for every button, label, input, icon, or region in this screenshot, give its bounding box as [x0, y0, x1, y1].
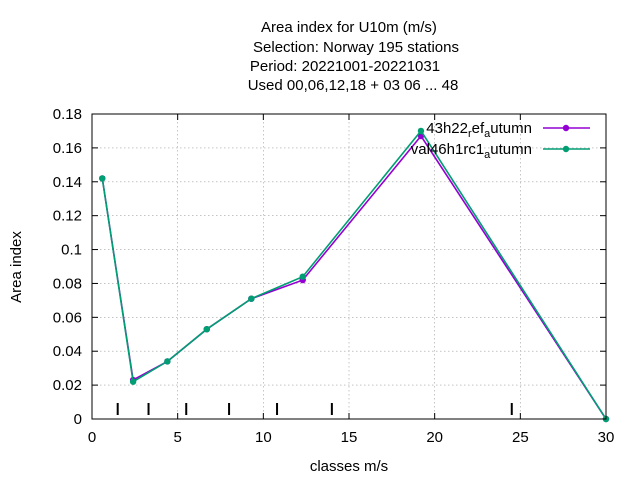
axis-ticks: 0 0.02 0.04 0.06 0.08 0.1 0.12 0.14 0.16 0.18 0 5 10… — [53, 106, 615, 446]
legend-marker-2 — [562, 145, 570, 153]
grid — [92, 114, 606, 419]
y-tick-label: 0.04 — [53, 343, 82, 360]
y-tick-label: 0.02 — [53, 377, 82, 394]
data-point — [129, 378, 137, 385]
data-point — [203, 325, 210, 333]
y-tick-label: 0 — [74, 411, 82, 428]
data-point — [248, 295, 255, 302]
data-point — [417, 127, 425, 135]
title-line-2: Selection: Norway 195 stations — [253, 39, 459, 56]
legend-label-1: 43h22refautumn — [426, 120, 532, 140]
data-point — [164, 358, 171, 365]
title-line-4: Used 00,06,12,18 + 03 06 ... 48 — [248, 77, 459, 94]
x-axis-label: classes m/s — [310, 458, 388, 475]
data-point — [99, 175, 106, 182]
y-tick-label: 0.06 — [53, 309, 82, 326]
plot-frame — [91, 113, 607, 420]
title-line-3: Period: 20221001-20221031 — [250, 58, 440, 75]
y-tick-label: 0.16 — [53, 140, 82, 157]
x-tick-label: 30 — [598, 429, 615, 446]
y-tick-label: 0.12 — [53, 208, 82, 225]
x-tick-label: 10 — [255, 429, 272, 446]
chart-title: Area index for U10m (m/s) Selection: Nor… — [248, 19, 459, 94]
y-tick-label: 0.18 — [53, 106, 82, 123]
x-tick-label: 5 — [173, 429, 181, 446]
title-line-1: Area index for U10m (m/s) — [261, 19, 437, 36]
data-point — [299, 273, 306, 280]
x-tick-label: 0 — [88, 429, 96, 446]
x-tick-label: 25 — [512, 429, 529, 446]
y-tick-label: 0.08 — [53, 275, 82, 292]
x-tick-label: 20 — [426, 429, 443, 446]
legend-label-2: val46h1rc1autumn — [411, 141, 532, 161]
y-axis-label: Area index — [8, 231, 25, 303]
series-lines — [99, 127, 610, 423]
y-tick-label: 0.1 — [61, 242, 82, 259]
y-tick-label: 0.14 — [53, 174, 82, 191]
series-line-2 — [101, 129, 607, 420]
x-tick-label: 15 — [341, 429, 358, 446]
class-boundaries — [116, 403, 513, 415]
legend-marker-1 — [562, 124, 570, 132]
